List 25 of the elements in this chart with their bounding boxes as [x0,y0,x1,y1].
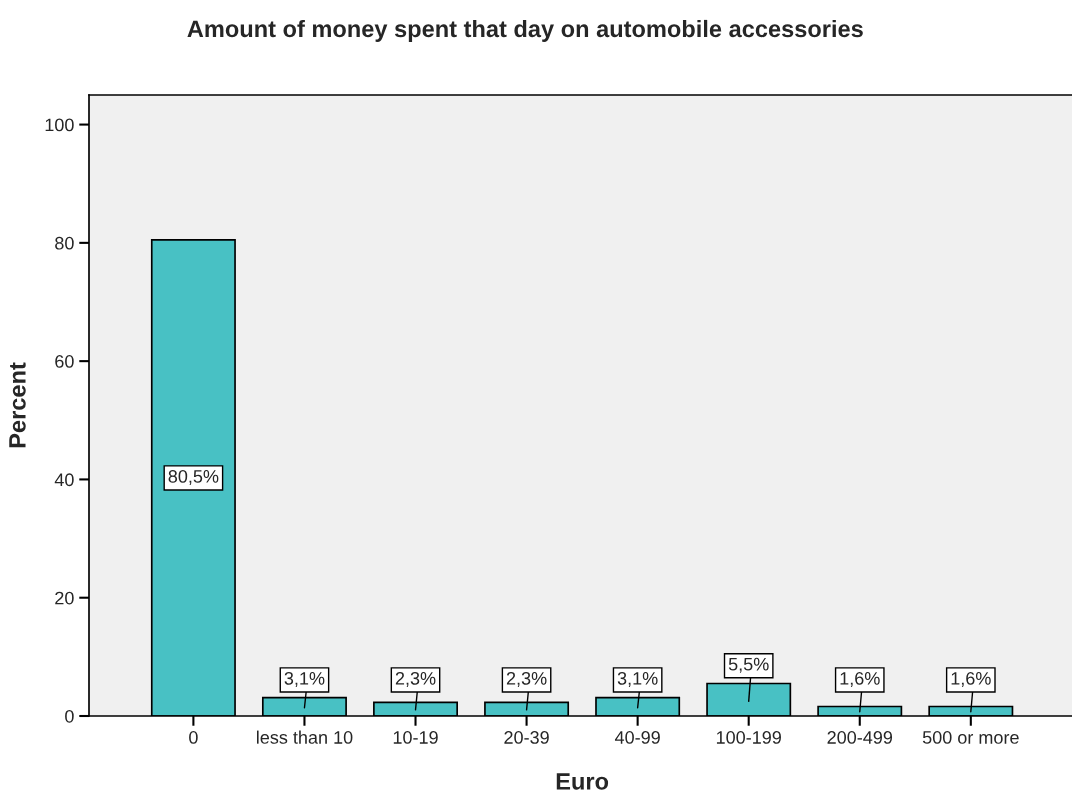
data-label: 80,5% [168,470,219,485]
x-tick-label: 10-19 [393,731,438,744]
data-label: 3,1% [284,671,325,687]
x-tick-label: 100-199 [716,731,781,744]
data-label: 3,1% [617,671,658,687]
data-label: 1,6% [951,671,991,687]
chart-title: Amount of money spent that day on automobile accessories [187,19,863,42]
x-tick-label: 20-39 [504,731,549,744]
data-label: 2,3% [506,671,547,687]
x-tick-label: less than 10 [256,730,353,744]
x-tick-label: 200-499 [827,731,893,744]
data-label: 2,3% [395,671,436,687]
x-tick-label: 0 [189,731,198,744]
y-tick-label: 100 [45,118,74,132]
y-tick-label: 60 [55,355,74,368]
y-tick-label: 40 [54,473,74,487]
x-tick-label: 500 or more [922,731,1019,744]
y-tick-label: 80 [55,236,74,250]
y-tick-label: 0 [65,709,74,723]
y-axis-title: Percent [9,362,26,448]
data-label: 5,5% [728,657,769,673]
data-label: 1,6% [840,671,880,687]
y-tick-label: 20 [55,591,74,605]
x-tick-label: 40-99 [614,731,660,744]
x-axis-title: Euro [556,773,609,790]
